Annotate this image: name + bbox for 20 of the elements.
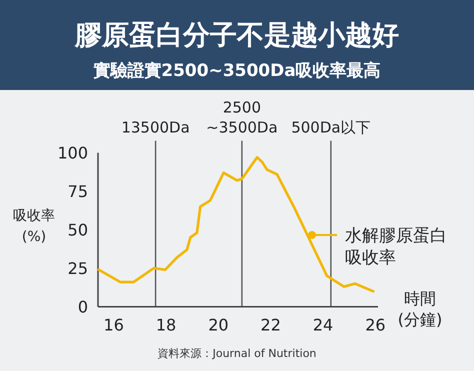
x-tick-label: 24: [312, 316, 334, 335]
ref-line-label: 2500 ~3500Da: [206, 98, 278, 137]
y-tick-label: 100: [57, 144, 88, 163]
x-tick-label: 16: [104, 316, 124, 335]
x-axis-title: 時間 (分鐘): [398, 289, 442, 329]
chart-subtitle: 實驗證實2500~3500Da吸收率最高: [93, 61, 381, 81]
y-tick-label: 50: [68, 220, 88, 240]
x-tick-label: 22: [260, 316, 281, 335]
x-tick-label: 18: [156, 316, 176, 335]
y-axis-title: 吸收率 (%): [13, 208, 55, 245]
ref-line-label: 500Da以下: [291, 118, 371, 137]
y-tick-label: 25: [68, 259, 88, 278]
source-note: 資料來源：Journal of Nutrition: [158, 347, 316, 360]
y-tick-label: 0: [78, 298, 88, 317]
y-tick-label: 75: [68, 182, 88, 202]
ref-line-label: 13500Da: [121, 118, 190, 137]
chart-title: 膠原蛋白分子不是越小越好: [74, 20, 399, 51]
x-tick-label: 20: [208, 316, 229, 335]
x-tick-label: 26: [365, 316, 386, 335]
legend-label: 水解膠原蛋白吸收率: [345, 226, 447, 268]
